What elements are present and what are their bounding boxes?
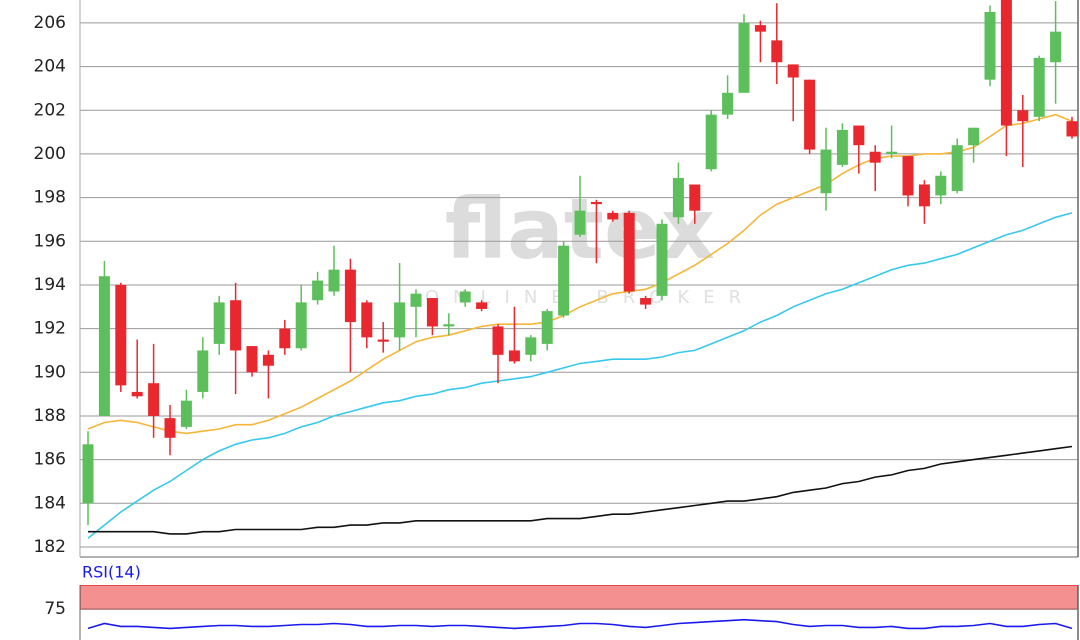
candle-body bbox=[689, 184, 701, 211]
candle-body bbox=[410, 293, 422, 307]
rsi-plot bbox=[80, 585, 1078, 630]
candle-body bbox=[836, 129, 848, 165]
y-tick-label: 188 bbox=[34, 406, 66, 426]
candle-body bbox=[869, 151, 881, 163]
price-plot: flatex ONLINE BROKER bbox=[80, 0, 1078, 548]
candle-body bbox=[886, 151, 898, 154]
candle-body bbox=[1033, 57, 1045, 117]
y-tick-label: 198 bbox=[34, 188, 66, 208]
candle-body bbox=[541, 311, 553, 344]
candle-body bbox=[476, 302, 488, 309]
candle-body bbox=[213, 302, 225, 344]
candle-body bbox=[1066, 121, 1078, 137]
y-tick-label: 196 bbox=[34, 231, 66, 251]
y-tick-label: 194 bbox=[34, 275, 66, 295]
candle-body bbox=[180, 400, 192, 427]
candle-body bbox=[787, 64, 799, 78]
y-tick-label: 200 bbox=[34, 144, 66, 164]
candle-body bbox=[1017, 110, 1029, 122]
candle-body bbox=[590, 201, 602, 205]
candle-body bbox=[968, 127, 980, 146]
candle-body bbox=[344, 269, 356, 323]
y-tick-label: 192 bbox=[34, 319, 66, 339]
candle-body bbox=[1000, 0, 1012, 126]
y-tick-label: 186 bbox=[34, 450, 66, 470]
candle-body bbox=[623, 212, 635, 292]
candle-body bbox=[918, 184, 930, 207]
candle-body bbox=[935, 175, 947, 196]
candle-body bbox=[820, 149, 832, 194]
candle-body bbox=[1050, 31, 1062, 63]
candle-body bbox=[558, 245, 570, 316]
labels: RSI(14) 182 184 186 188 190 192 194 196 198 200 20… bbox=[34, 13, 141, 619]
rsi-band bbox=[80, 585, 1078, 610]
candle-body bbox=[295, 302, 307, 349]
candle-body bbox=[197, 350, 209, 392]
candle-body bbox=[771, 40, 783, 63]
y-tick-label: 75 bbox=[44, 599, 66, 619]
candle-body bbox=[525, 337, 537, 355]
candle-body bbox=[853, 125, 865, 146]
candle-body bbox=[131, 391, 143, 397]
rsi-title: RSI(14) bbox=[82, 563, 141, 582]
candle-body bbox=[804, 79, 816, 150]
candle-body bbox=[394, 302, 406, 338]
candle-body bbox=[377, 339, 389, 342]
line-series bbox=[87, 618, 1073, 630]
candle-body bbox=[672, 177, 684, 218]
candle-body bbox=[492, 326, 504, 355]
candle-body bbox=[262, 354, 274, 366]
candle-body bbox=[754, 25, 766, 32]
candle-body bbox=[607, 212, 619, 220]
candle-body bbox=[951, 145, 963, 192]
candle-body bbox=[738, 22, 750, 93]
candle-body bbox=[246, 346, 258, 373]
candle-body bbox=[426, 298, 438, 327]
candle-body bbox=[361, 302, 373, 338]
candle-body bbox=[164, 418, 176, 438]
candle-body bbox=[230, 300, 242, 351]
line-series bbox=[87, 212, 1073, 539]
candle-body bbox=[98, 276, 110, 416]
candle-body bbox=[640, 298, 652, 305]
y-tick-label: 190 bbox=[34, 362, 66, 382]
y-tick-label: 202 bbox=[34, 100, 66, 120]
watermark-subtitle: ONLINE BROKER bbox=[425, 287, 755, 308]
candle-body bbox=[656, 223, 668, 296]
candle-body bbox=[984, 12, 996, 80]
line-series bbox=[88, 445, 1073, 535]
y-tick-label: 182 bbox=[34, 537, 66, 557]
candle-body bbox=[279, 328, 291, 349]
candle-body bbox=[443, 324, 455, 327]
candle-body bbox=[459, 291, 471, 303]
candle-body bbox=[82, 444, 94, 504]
candle-body bbox=[722, 92, 734, 115]
candle-body bbox=[508, 350, 520, 362]
candle-body bbox=[705, 114, 717, 170]
candle-body bbox=[902, 156, 914, 196]
y-tick-label: 184 bbox=[34, 493, 66, 513]
y-tick-label: 206 bbox=[34, 13, 66, 33]
y-tick-label: 204 bbox=[34, 57, 66, 77]
line-series bbox=[87, 113, 1073, 435]
candle-body bbox=[574, 210, 586, 235]
candle-body bbox=[148, 383, 160, 416]
candle-body bbox=[312, 280, 324, 301]
candle-body bbox=[115, 284, 127, 386]
candle-body bbox=[328, 269, 340, 292]
